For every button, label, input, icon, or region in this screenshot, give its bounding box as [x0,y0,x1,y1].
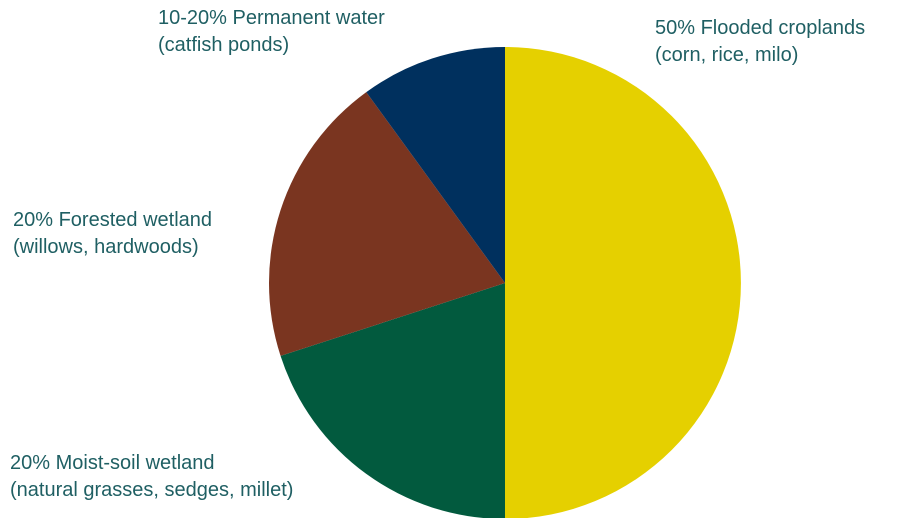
slice-flooded-croplands [505,47,741,518]
slice-label-title: 50% Flooded croplands [655,17,866,39]
slice-label-title: 20% Forested wetland [13,209,213,231]
slice-label-forested-wetland: 20% Forested wetland (willows, hardwoods… [13,207,212,261]
slice-label-moist-soil-wetland: 20% Moist-soil wetland (natural grasses,… [10,450,293,504]
slice-label-title: 10-20% Permanent water [158,7,385,29]
slice-label-detail: (natural grasses, sedges, millet) [10,479,294,501]
slice-label-flooded-croplands: 50% Flooded croplands (corn, rice, milo) [655,15,865,69]
slice-label-detail: (willows, hardwoods) [13,236,199,258]
slice-forested-wetland [269,92,505,356]
slice-permanent-water [366,47,505,283]
slice-label-detail: (catfish ponds) [158,34,290,56]
slice-label-detail: (corn, rice, milo) [655,44,799,66]
slice-label-permanent-water: 10-20% Permanent water (catfish ponds) [158,5,385,59]
slice-moist-soil-wetland [280,283,505,518]
slice-label-title: 20% Moist-soil wetland [10,452,215,474]
